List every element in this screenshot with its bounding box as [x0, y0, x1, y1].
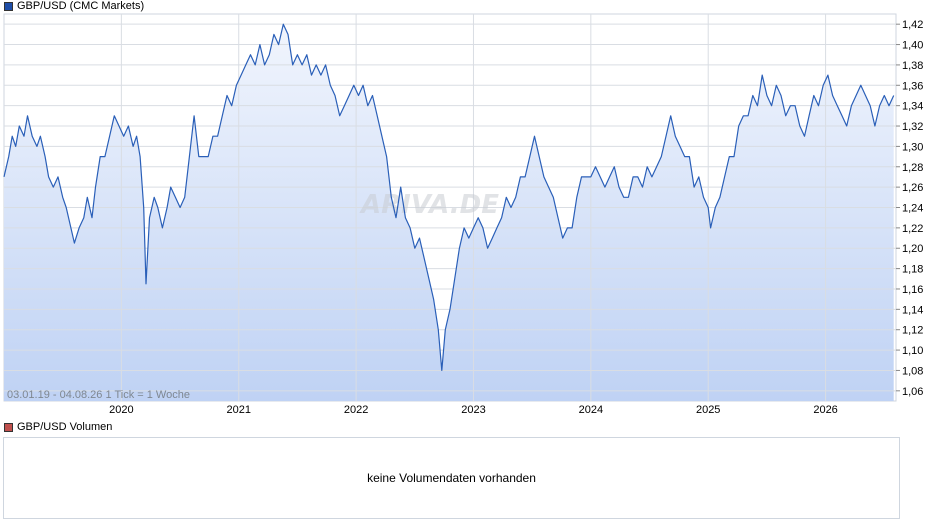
volume-legend-swatch: [4, 422, 13, 432]
x-tick-label: 2022: [344, 404, 368, 416]
y-tick-label: 1,12: [902, 325, 923, 337]
y-tick-label: 1,16: [902, 284, 923, 296]
y-tick-label: 1,40: [902, 40, 923, 52]
y-tick-label: 1,06: [902, 386, 923, 398]
series-line: [3, 23, 895, 371]
volume-legend: GBP/USD Volumen: [4, 421, 112, 433]
y-tick-label: 1,30: [902, 141, 923, 153]
x-tick-label: 2021: [226, 404, 250, 416]
x-tick-label: 2025: [696, 404, 720, 416]
x-tick-label: 2026: [813, 404, 837, 416]
price-legend-label: GBP/USD (CMC Markets): [17, 0, 145, 12]
watermark-text: ARIVA.DE: [359, 190, 499, 220]
y-tick-label: 1,10: [902, 345, 923, 357]
y-tick-label: 1,26: [902, 182, 923, 194]
price-chart: 1,06 1,08 1,10 1,12 1,14 1,16 1,18 1,20 1,22 1,24…: [3, 13, 923, 416]
y-tick-label: 1,34: [902, 101, 923, 113]
y-tick-label: 1,28: [902, 162, 923, 174]
y-tick-label: 1,08: [902, 365, 923, 377]
volume-panel: keine Volumendaten vorhanden: [3, 437, 900, 519]
price-legend: GBP/USD (CMC Markets): [4, 0, 144, 12]
x-tick-label: 2020: [109, 404, 133, 416]
y-tick-label: 1,20: [902, 243, 923, 255]
y-tick-label: 1,24: [902, 203, 923, 215]
y-tick-label: 1,36: [902, 80, 923, 92]
price-legend-swatch: [4, 1, 13, 11]
y-tick-label: 1,32: [902, 121, 923, 133]
y-tick-label: 1,14: [902, 304, 923, 316]
date-range-label: 03.01.19 - 04.08.26 1 Tick = 1 Woche: [7, 389, 190, 401]
volume-legend-label: GBP/USD Volumen: [17, 421, 113, 433]
y-tick-label: 1,18: [902, 264, 923, 276]
y-tick-label: 1,38: [902, 60, 923, 72]
x-tick-label: 2024: [579, 404, 603, 416]
x-tick-label: 2023: [461, 404, 485, 416]
y-tick-label: 1,42: [902, 19, 923, 31]
y-tick-label: 1,22: [902, 223, 923, 235]
volume-empty-message: keine Volumendaten vorhanden: [367, 471, 536, 485]
